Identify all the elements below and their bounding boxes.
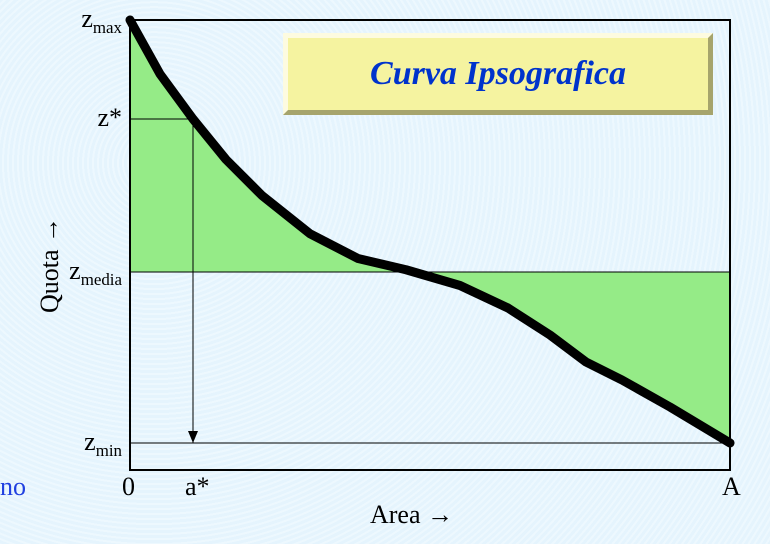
x-tick-label: a* [185,472,210,502]
y-tick-label: zmax [81,4,122,38]
x-tick-label: A [722,472,741,502]
y-tick-label: zmedia [69,256,122,290]
x-axis-label: Area → [370,500,453,530]
chart-title-box: Curva Ipsografica [283,33,713,115]
y-tick-label: zmin [84,427,122,461]
x-tick-label: 0 [122,472,135,502]
y-tick-label: z* [97,103,122,133]
chart-title: Curva Ipsografica [370,55,626,92]
y-axis-label: Quota → [35,216,65,312]
corner-text: no [0,472,26,502]
